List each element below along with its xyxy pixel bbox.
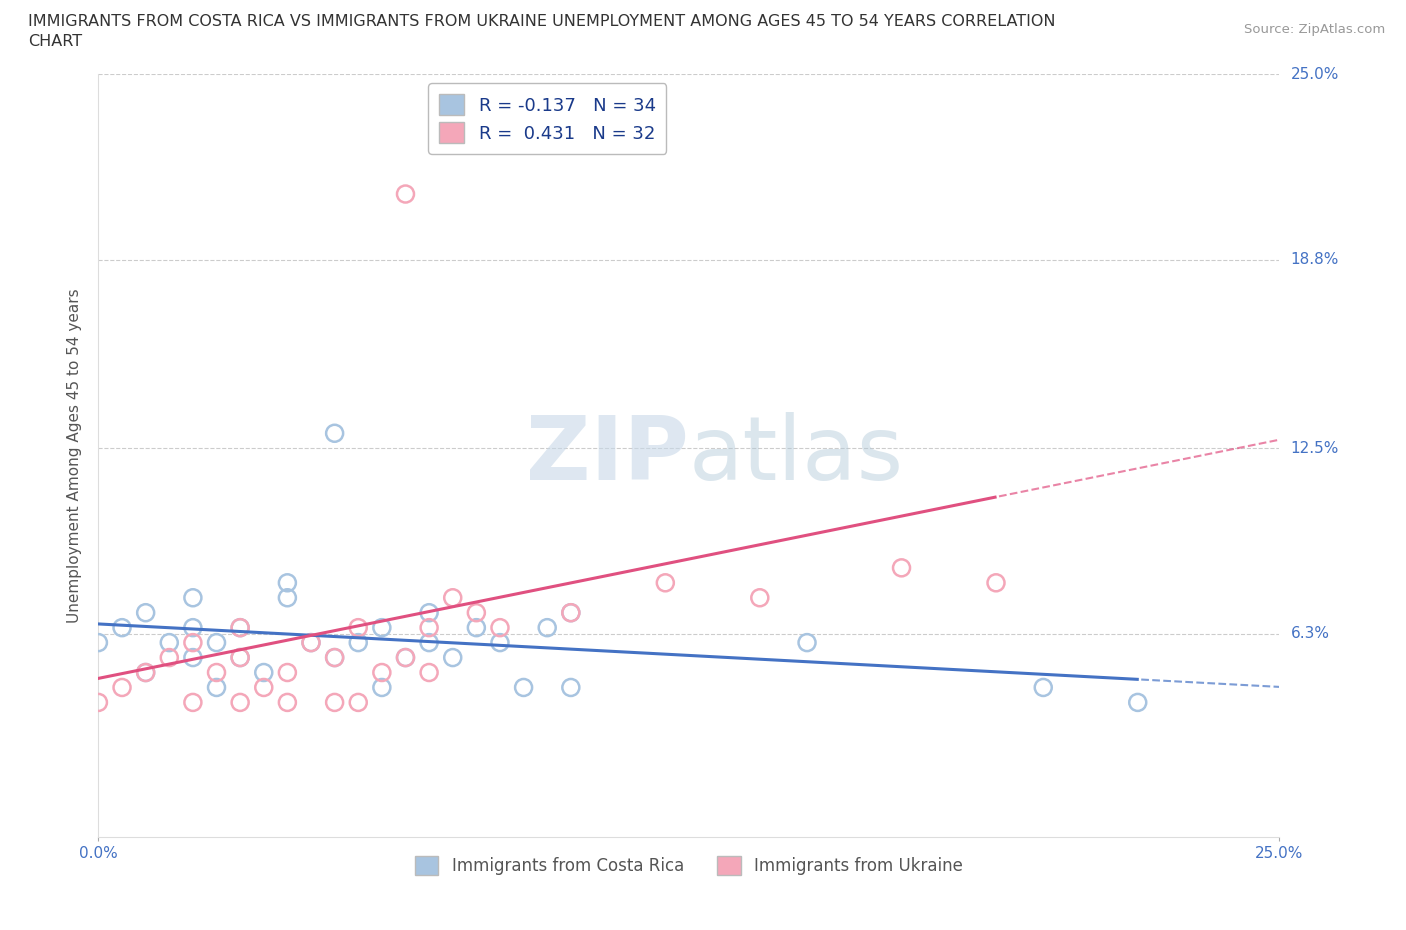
Point — [512, 680, 534, 695]
Point — [465, 605, 488, 620]
Point — [489, 635, 512, 650]
Point — [135, 665, 157, 680]
Point — [394, 187, 416, 202]
Point — [135, 605, 157, 620]
Point — [536, 620, 558, 635]
Point — [394, 650, 416, 665]
Point — [299, 635, 322, 650]
Point — [157, 650, 180, 665]
Point — [181, 650, 204, 665]
Point — [323, 695, 346, 710]
Point — [181, 635, 204, 650]
Point — [441, 650, 464, 665]
Point — [394, 650, 416, 665]
Text: ZIP: ZIP — [526, 412, 689, 499]
Point — [489, 620, 512, 635]
Point — [347, 635, 370, 650]
Y-axis label: Unemployment Among Ages 45 to 54 years: Unemployment Among Ages 45 to 54 years — [67, 288, 83, 623]
Point — [276, 665, 298, 680]
Point — [512, 126, 534, 141]
Point — [323, 426, 346, 441]
Point — [347, 695, 370, 710]
Text: IMMIGRANTS FROM COSTA RICA VS IMMIGRANTS FROM UKRAINE UNEMPLOYMENT AMONG AGES 45: IMMIGRANTS FROM COSTA RICA VS IMMIGRANTS… — [28, 14, 1056, 29]
Legend: Immigrants from Costa Rica, Immigrants from Ukraine: Immigrants from Costa Rica, Immigrants f… — [408, 849, 970, 882]
Point — [654, 576, 676, 591]
Point — [560, 680, 582, 695]
Point — [253, 680, 276, 695]
Point — [229, 620, 252, 635]
Point — [560, 605, 582, 620]
Point — [371, 620, 394, 635]
Point — [157, 635, 180, 650]
Point — [205, 680, 228, 695]
Point — [560, 605, 582, 620]
Point — [371, 665, 394, 680]
Point — [276, 695, 298, 710]
Point — [1126, 695, 1149, 710]
Point — [1032, 680, 1054, 695]
Point — [229, 695, 252, 710]
Point — [276, 576, 298, 591]
Text: 6.3%: 6.3% — [1291, 626, 1330, 641]
Point — [347, 620, 370, 635]
Point — [371, 680, 394, 695]
Point — [276, 591, 298, 605]
Text: 25.0%: 25.0% — [1291, 67, 1339, 82]
Point — [181, 695, 204, 710]
Point — [229, 650, 252, 665]
Point — [181, 620, 204, 635]
Text: 12.5%: 12.5% — [1291, 441, 1339, 456]
Point — [323, 650, 346, 665]
Point — [299, 635, 322, 650]
Point — [323, 650, 346, 665]
Point — [890, 561, 912, 576]
Text: CHART: CHART — [28, 34, 82, 49]
Point — [796, 635, 818, 650]
Text: atlas: atlas — [689, 412, 904, 499]
Point — [253, 665, 276, 680]
Text: Source: ZipAtlas.com: Source: ZipAtlas.com — [1244, 23, 1385, 36]
Point — [441, 591, 464, 605]
Point — [205, 635, 228, 650]
Point — [205, 665, 228, 680]
Point — [87, 635, 110, 650]
Point — [418, 665, 440, 680]
Point — [465, 620, 488, 635]
Text: 18.8%: 18.8% — [1291, 252, 1339, 267]
Point — [87, 695, 110, 710]
Point — [111, 680, 134, 695]
Point — [229, 650, 252, 665]
Point — [418, 635, 440, 650]
Point — [418, 605, 440, 620]
Point — [984, 576, 1007, 591]
Point — [418, 620, 440, 635]
Point — [135, 665, 157, 680]
Point — [111, 620, 134, 635]
Point — [748, 591, 770, 605]
Point — [229, 620, 252, 635]
Point — [181, 591, 204, 605]
